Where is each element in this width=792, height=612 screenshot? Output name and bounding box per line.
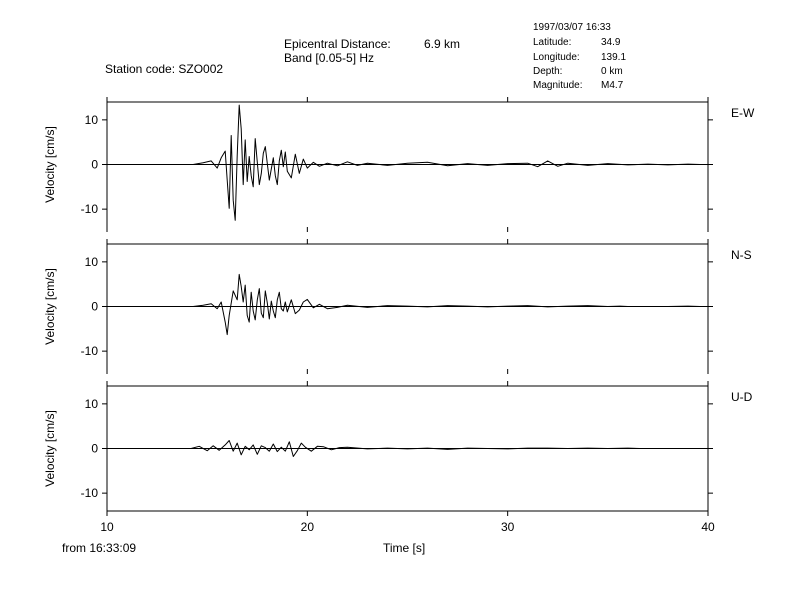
x-tick-label: 40 [701,520,715,534]
event-info-label: Depth: [533,66,563,77]
x-tick-label: 10 [100,520,114,534]
y-tick-label: 0 [91,300,98,314]
component-label: U-D [731,390,753,404]
event-info-label: Magnitude: [533,80,583,91]
component-label: N-S [731,248,752,262]
y-tick-label: -10 [81,202,99,216]
trace-line-n-s [193,273,701,336]
y-tick-label: -10 [81,486,99,500]
y-tick-label: 0 [91,442,98,456]
record-start-time: from 16:33:09 [62,541,137,555]
event-info-label: Latitude: [533,37,572,48]
event-datetime: 1997/03/07 16:33 [533,22,611,33]
y-tick-label: -10 [81,344,99,358]
y-axis-label: Velocity [cm/s] [43,268,57,345]
component-label: E-W [731,106,755,120]
epicentral-distance-label: Epicentral Distance: [284,37,391,51]
y-axis-label: Velocity [cm/s] [43,410,57,487]
y-tick-label: 10 [85,113,99,127]
event-info-value: 0 km [601,66,623,77]
frequency-band: Band [0.05-5] Hz [284,51,375,65]
trace-line-e-w [193,104,701,221]
y-axis-label: Velocity [cm/s] [43,126,57,203]
epicentral-distance-value: 6.9 km [424,37,461,51]
trace-line-u-d [190,440,640,457]
event-info-label: Longitude: [533,52,580,63]
x-tick-label: 20 [301,520,315,534]
event-info-value: 139.1 [601,52,627,63]
x-tick-label: 30 [501,520,515,534]
y-tick-label: 10 [85,255,99,269]
event-info-value: M4.7 [601,80,624,91]
event-info-value: 34.9 [601,37,621,48]
x-axis-label: Time [s] [383,541,426,555]
station-code: Station code: SZO002 [105,62,224,76]
y-tick-label: 10 [85,397,99,411]
y-tick-label: 0 [91,158,98,172]
